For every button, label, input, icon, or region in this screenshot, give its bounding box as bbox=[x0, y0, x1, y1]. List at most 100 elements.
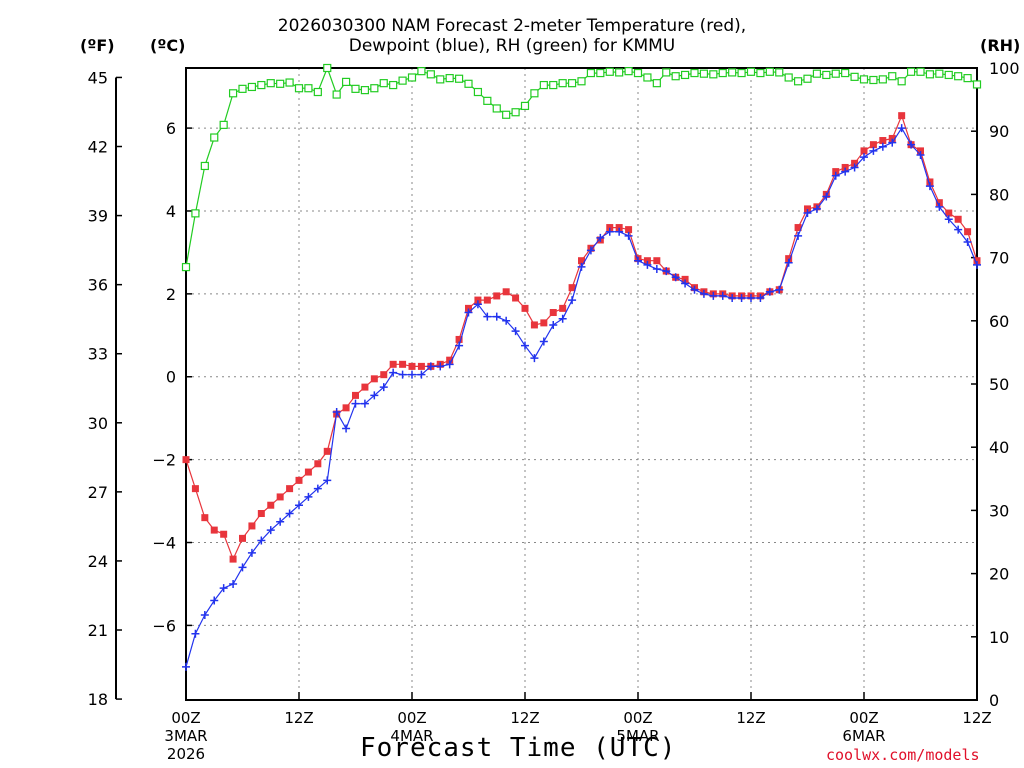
fahrenheit-tick-label: 18 bbox=[88, 690, 108, 709]
dewpoint-point bbox=[417, 370, 426, 379]
x-tick-label: 12Z bbox=[962, 709, 991, 727]
rh-point bbox=[454, 74, 464, 83]
dewpoint-point bbox=[257, 536, 266, 545]
temperature-point bbox=[530, 321, 538, 329]
dewpoint-point bbox=[671, 273, 680, 282]
dewpoint-point bbox=[473, 300, 482, 309]
rh-point bbox=[351, 84, 360, 93]
dewpoint-point bbox=[822, 192, 831, 201]
rh-tick-label: 100 bbox=[989, 59, 1020, 78]
dewpoint-point bbox=[954, 225, 963, 234]
rh-point bbox=[304, 84, 313, 93]
rh-point bbox=[925, 70, 935, 79]
rh-point bbox=[765, 67, 774, 76]
temperature-point bbox=[869, 141, 877, 149]
rh-point bbox=[539, 80, 548, 90]
dewpoint-point bbox=[511, 327, 520, 336]
temperature-point bbox=[483, 296, 491, 304]
x-tick-label: 00Z bbox=[171, 709, 200, 727]
rh-point bbox=[709, 70, 718, 79]
temperature-point bbox=[521, 304, 529, 312]
rh-tick-label: 80 bbox=[989, 185, 1009, 204]
dewpoint-point bbox=[737, 294, 746, 303]
chart-title-line-1: 2026030300 NAM Forecast 2-meter Temperat… bbox=[277, 16, 747, 36]
rh-tick-label: 60 bbox=[989, 312, 1009, 331]
temperature-point bbox=[935, 199, 943, 207]
rh-point bbox=[615, 68, 624, 77]
rh-point bbox=[276, 79, 285, 88]
fahrenheit-tick-label: 30 bbox=[88, 414, 108, 433]
dewpoint-point bbox=[464, 308, 473, 317]
temperature-point bbox=[568, 284, 576, 292]
dewpoint-point bbox=[963, 238, 972, 247]
credit-link[interactable]: coolwx.com/models bbox=[826, 746, 980, 764]
rh-point bbox=[210, 133, 219, 142]
dewpoint-point bbox=[747, 294, 755, 303]
series-layer bbox=[181, 63, 982, 671]
dewpoint-point bbox=[916, 151, 925, 160]
dewpoint-point bbox=[398, 370, 407, 379]
x-date-label: 4MAR bbox=[390, 727, 433, 745]
rh-point bbox=[219, 120, 228, 129]
dewpoint-point bbox=[285, 509, 294, 518]
temperature-point bbox=[446, 356, 454, 364]
dewpoint-point bbox=[615, 227, 624, 236]
dewpoint-point bbox=[379, 383, 388, 392]
temperature-point bbox=[785, 255, 793, 263]
temperature-point bbox=[879, 137, 887, 145]
rh-point bbox=[954, 72, 963, 81]
temperature-point bbox=[804, 205, 811, 213]
dewpoint-point bbox=[219, 584, 228, 593]
rh-tick-label: 50 bbox=[989, 375, 1009, 394]
temperature-point bbox=[794, 224, 802, 232]
celsius-tick-label: −4 bbox=[152, 534, 176, 553]
dewpoint-point bbox=[276, 517, 285, 526]
rh-point bbox=[803, 74, 812, 83]
fahrenheit-tick-label: 39 bbox=[88, 207, 108, 226]
temperature-point bbox=[352, 391, 359, 399]
dewpoint-point bbox=[973, 260, 981, 269]
rh-point bbox=[379, 79, 388, 88]
dewpoint-point bbox=[624, 231, 633, 240]
rh-point bbox=[737, 68, 746, 78]
x-date-label: 6MAR bbox=[842, 727, 885, 745]
rh-point bbox=[294, 84, 304, 93]
rh-point bbox=[972, 80, 982, 89]
rh-point bbox=[643, 73, 652, 82]
celsius-tick-label: 4 bbox=[166, 202, 176, 221]
rh-point bbox=[285, 78, 294, 87]
dewpoint-point bbox=[558, 314, 567, 323]
rh-point bbox=[586, 68, 596, 78]
temperature-point bbox=[559, 304, 567, 312]
rh-point bbox=[916, 67, 925, 76]
dewpoint-point bbox=[191, 629, 200, 638]
rh-point bbox=[332, 90, 341, 99]
dewpoint-point bbox=[521, 341, 529, 350]
rh-point bbox=[228, 89, 238, 98]
rh-point bbox=[238, 84, 247, 93]
dewpoint-point bbox=[681, 279, 690, 288]
temperature-point bbox=[408, 362, 416, 370]
rh-point bbox=[247, 82, 257, 92]
rh-point bbox=[341, 77, 351, 87]
x-tick-label: 00Z bbox=[623, 709, 652, 727]
rh-point bbox=[407, 73, 417, 82]
dewpoint-point bbox=[210, 596, 219, 605]
dewpoint-point bbox=[266, 526, 275, 535]
dewpoint-point bbox=[445, 360, 454, 369]
dewpoint-point bbox=[794, 231, 803, 240]
dewpoint-point bbox=[492, 312, 501, 321]
dewpoint-point bbox=[360, 399, 369, 408]
temperature-point bbox=[615, 224, 623, 232]
dewpoint-point bbox=[389, 368, 398, 377]
rh-tick-label: 30 bbox=[989, 501, 1009, 520]
dewpoint-point bbox=[351, 399, 360, 408]
dewpoint-point bbox=[812, 204, 821, 213]
x-year-label: 2026 bbox=[167, 745, 205, 763]
rh-tick-label: 0 bbox=[989, 691, 999, 710]
chart-title-line-2: Dewpoint (blue), RH (green) for KMMU bbox=[348, 36, 676, 56]
dewpoint-point bbox=[530, 354, 539, 363]
dewpoint-point bbox=[238, 563, 247, 572]
dewpoint-point bbox=[690, 285, 699, 294]
dewpoint-point bbox=[436, 362, 445, 371]
